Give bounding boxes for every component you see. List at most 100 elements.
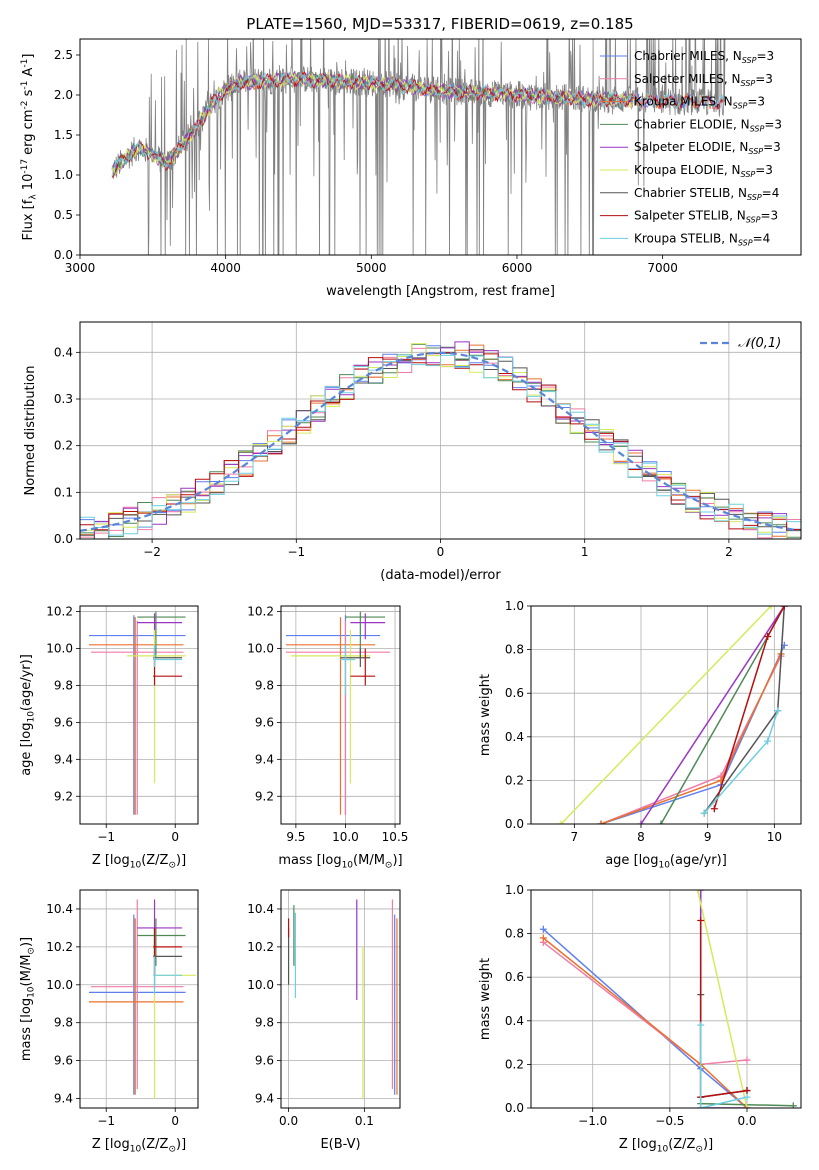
y-tick-label: 0.6 bbox=[505, 686, 524, 700]
x-tick-label: −1 bbox=[97, 830, 115, 844]
y-axis-label: age [log10​(age/yr)] bbox=[19, 654, 36, 776]
marks-age_vs_mass bbox=[285, 611, 391, 815]
axes-frame bbox=[79, 38, 802, 256]
marks-mass_vs_Z bbox=[88, 899, 196, 1099]
weight-marker-8 bbox=[764, 737, 772, 745]
y-tick-label: 0.3 bbox=[54, 392, 73, 406]
x-tick-label: 0 bbox=[171, 1114, 179, 1128]
spectrum-legend: Chabrier MILES, NSSP=3 Salpeter MILES, NS… bbox=[600, 49, 782, 247]
y-tick-label: 9.2 bbox=[54, 789, 73, 803]
y-axis-label: mass weight bbox=[478, 958, 493, 1040]
x-tick-label: −1 bbox=[97, 1114, 115, 1128]
y-tick-label: 0.4 bbox=[54, 345, 73, 359]
y-tick-label: 9.4 bbox=[255, 1092, 274, 1106]
y-tick-label: 0.6 bbox=[505, 970, 524, 984]
chart-residuals: −2 −1 0 1 2 0.0 0.1 0.2 0.3 0.4 (data-model)/error… bbox=[23, 321, 802, 583]
marks-age_vs_Z bbox=[88, 611, 186, 815]
y-tick-label: 0.2 bbox=[54, 439, 73, 453]
chart-mass_vs_Z: −1 0 9.4 9.6 9.8 10.0 10.2 10.4 Z [log10​(Z/Z⊙​)… bbox=[19, 889, 199, 1154]
x-tick-label: −1 bbox=[287, 545, 305, 559]
x-axis-label: (data-model)/error bbox=[380, 568, 501, 583]
x-tick-label: 0.1 bbox=[355, 1114, 374, 1128]
y-tick-label: 9.6 bbox=[54, 1054, 73, 1068]
weight-line-4 bbox=[640, 606, 785, 824]
y-tick-label: 9.4 bbox=[255, 752, 274, 766]
x-tick-label: 9.5 bbox=[286, 830, 305, 844]
y-tick-label: 0.4 bbox=[505, 730, 524, 744]
y-tick-label: 0.0 bbox=[505, 1101, 524, 1115]
x-axis-label: E(B-V) bbox=[320, 1137, 360, 1152]
legend-label-2: Kroupa MILES, NSSP=3 bbox=[634, 95, 765, 111]
y-tick-label: 2.0 bbox=[54, 88, 73, 102]
weight-marker-0 bbox=[539, 925, 547, 933]
y-tick-label: 9.8 bbox=[54, 678, 73, 692]
x-tick-label: 2 bbox=[725, 545, 733, 559]
histogram-8 bbox=[80, 354, 801, 536]
x-tick-label: 10.5 bbox=[382, 830, 409, 844]
y-tick-label: 1.0 bbox=[54, 168, 73, 182]
y-tick-label: 9.6 bbox=[255, 1054, 274, 1068]
y-tick-label: 9.6 bbox=[54, 715, 73, 729]
weight-marker-4 bbox=[697, 890, 705, 894]
axes-frame bbox=[530, 605, 802, 825]
y-axis-label: Normed distribution bbox=[23, 366, 38, 496]
y-tick-label: 0.0 bbox=[54, 532, 73, 546]
x-axis-label: Z [log10​(Z/Z⊙​)] bbox=[92, 1137, 186, 1154]
y-tick-label: 10.0 bbox=[46, 641, 73, 655]
chart-mass_vs_ebv: 0.0 0.1 9.4 9.6 9.8 10.0 10.2 10.4 E(B-V) bbox=[247, 889, 401, 1152]
x-axis-label: mass [log10​(M/M⊙​)] bbox=[278, 853, 402, 870]
normal-reference-curve bbox=[80, 351, 799, 532]
weight-line-8 bbox=[699, 1025, 748, 1108]
x-tick-label: 8 bbox=[637, 830, 645, 844]
weight-line-5 bbox=[560, 606, 772, 824]
axes-frame bbox=[79, 321, 802, 540]
x-tick-label: 0 bbox=[437, 545, 445, 559]
weight-marker-5 bbox=[767, 606, 775, 610]
legend-label-0: Chabrier MILES, NSSP=3 bbox=[634, 49, 774, 65]
weight-marker-7 bbox=[743, 1087, 751, 1095]
y-tick-label: 0.0 bbox=[54, 248, 73, 262]
charts-layer: 3000 4000 5000 6000 70000.00.51.01.52.02.5wa… bbox=[19, 38, 802, 1154]
weight-marker-7 bbox=[764, 633, 772, 641]
weight-marker-1 bbox=[743, 1056, 751, 1064]
y-tick-label: 10.0 bbox=[247, 978, 274, 992]
x-tick-label: −0.5 bbox=[655, 1114, 684, 1128]
x-tick-label: 7 bbox=[571, 830, 579, 844]
weight-marker-2 bbox=[597, 820, 605, 824]
y-tick-label: 9.4 bbox=[54, 1092, 73, 1106]
y-tick-label: 10.4 bbox=[46, 902, 73, 916]
y-tick-label: 10.4 bbox=[247, 902, 274, 916]
chart-spectrum: 3000 4000 5000 6000 7000 0.0 0.5 1.0 1.5 2.0 2.5 wa… bbox=[20, 38, 802, 299]
x-tick-label: −2 bbox=[143, 545, 161, 559]
weight-marker-8 bbox=[697, 1104, 705, 1108]
weight-marker-8 bbox=[774, 707, 782, 715]
marks-mass_weight_vs_age bbox=[557, 606, 788, 824]
axes-frame bbox=[530, 889, 802, 1109]
weight-marker-3 bbox=[789, 1102, 797, 1108]
y-tick-label: 0.8 bbox=[505, 927, 524, 941]
x-tick-label: 0 bbox=[171, 830, 179, 844]
y-tick-label: 0.2 bbox=[505, 1057, 524, 1071]
marks-mass_vs_ebv bbox=[287, 899, 398, 1099]
x-tick-label: −1.0 bbox=[578, 1114, 607, 1128]
x-tick-label: 0.0 bbox=[279, 1114, 298, 1128]
figure-title: PLATE=1560, MJD=53317, FIBERID=0619, z=0… bbox=[246, 15, 633, 33]
y-tick-label: 9.8 bbox=[255, 678, 274, 692]
x-tick-label: 10 bbox=[767, 830, 782, 844]
weight-line-5 bbox=[696, 890, 748, 1108]
y-tick-label: 0.0 bbox=[505, 817, 524, 831]
weight-marker-7 bbox=[697, 917, 705, 925]
legend-label-5: Kroupa ELODIE, NSSP=3 bbox=[634, 163, 773, 179]
x-tick-label: 7000 bbox=[647, 261, 678, 275]
y-tick-label: 1.0 bbox=[505, 883, 524, 897]
weight-marker-5 bbox=[557, 820, 565, 824]
legend-label-1: Salpeter MILES, NSSP=3 bbox=[634, 72, 773, 88]
marks-mass_weight_vs_Z bbox=[539, 890, 797, 1108]
y-axis-label: Flux [fλ​ 10-17​ erg cm-2​ s-1​ A-1​] bbox=[20, 54, 38, 241]
axes-frame bbox=[79, 605, 199, 825]
legend-label-4: Salpeter ELODIE, NSSP=3 bbox=[634, 140, 781, 156]
y-tick-label: 9.6 bbox=[255, 715, 274, 729]
legend-label-7: Salpeter STELIB, NSSP=3 bbox=[634, 209, 778, 225]
